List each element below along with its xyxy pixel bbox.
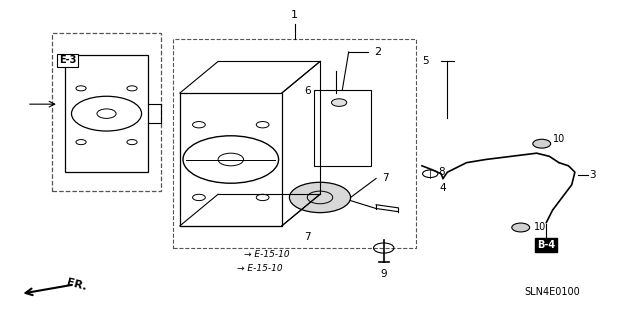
Bar (173, 39, 415, 248)
Text: 5: 5 (422, 56, 428, 66)
Text: 10: 10 (553, 134, 566, 144)
Text: B-4: B-4 (537, 240, 556, 250)
Text: → E-15-10: → E-15-10 (237, 264, 283, 273)
Text: 3: 3 (589, 170, 596, 180)
Text: 7: 7 (304, 232, 310, 241)
Circle shape (512, 223, 530, 232)
Text: → E-15-10: → E-15-10 (244, 250, 289, 259)
Circle shape (289, 182, 351, 213)
Circle shape (533, 139, 550, 148)
Text: 8: 8 (438, 167, 445, 177)
Text: 10: 10 (534, 222, 546, 233)
Text: 6: 6 (304, 86, 310, 96)
Text: 2: 2 (374, 47, 381, 57)
Text: SLN4E0100: SLN4E0100 (525, 287, 580, 297)
Text: FR.: FR. (65, 278, 88, 293)
Circle shape (332, 99, 347, 106)
Bar (52, 33, 161, 191)
Bar (314, 90, 371, 166)
Text: 1: 1 (291, 10, 298, 20)
Text: 4: 4 (440, 183, 447, 193)
Text: 9: 9 (380, 269, 387, 278)
Text: 7: 7 (383, 174, 389, 183)
Bar (180, 93, 282, 226)
Text: E-3: E-3 (59, 55, 76, 65)
Bar (65, 55, 148, 172)
